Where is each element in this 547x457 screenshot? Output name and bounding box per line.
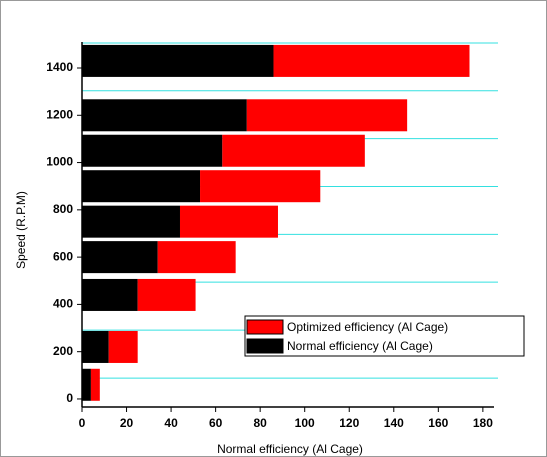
x-tick-label: 100: [295, 416, 315, 430]
x-tick-label: 120: [339, 416, 359, 430]
y-tick-label: 800: [53, 202, 73, 216]
bar-segment: [200, 170, 321, 203]
x-tick-label: 40: [164, 416, 178, 430]
y-tick-label: 1200: [46, 107, 73, 121]
bar-segment: [157, 241, 236, 274]
x-tick-label: 140: [384, 416, 404, 430]
legend-label: Optimized efficiency (Al Cage): [287, 320, 448, 334]
bar-segment: [82, 134, 223, 167]
x-tick-label: 180: [473, 416, 493, 430]
x-axis-label: Normal efficiency (Al Cage): [217, 442, 363, 456]
x-tick-label: 80: [253, 416, 267, 430]
bar-segment: [90, 368, 100, 401]
y-tick-label: 1000: [46, 155, 73, 169]
bar-segment: [82, 241, 158, 274]
y-axis-label: Speed (R.P.M): [14, 191, 28, 269]
bar-segment: [108, 330, 138, 363]
bar-segment: [82, 330, 109, 363]
bar-segment: [82, 205, 180, 238]
bar-segment: [82, 170, 201, 203]
x-tick-label: 60: [209, 416, 223, 430]
bar-segment: [82, 278, 138, 311]
bar-segment: [222, 134, 365, 167]
legend-swatch: [246, 319, 284, 335]
bar-segment: [82, 99, 247, 132]
y-tick-label: 0: [66, 391, 73, 405]
legend-label: Normal efficiency (Al Cage): [287, 339, 433, 353]
legend-box: [244, 315, 525, 357]
y-tick-label: 400: [53, 297, 73, 311]
y-tick-label: 200: [53, 344, 73, 358]
x-tick-label: 160: [428, 416, 448, 430]
bar-segment: [82, 44, 274, 77]
bar-segment: [137, 278, 196, 311]
bar-segment: [82, 368, 91, 401]
x-tick-label: 20: [120, 416, 134, 430]
legend-swatch: [246, 338, 284, 354]
x-tick-label: 0: [79, 416, 86, 430]
y-tick-label: 600: [53, 249, 73, 263]
bar-segment: [273, 44, 470, 77]
bar-segment: [246, 99, 408, 132]
y-tick-label: 1400: [46, 60, 73, 74]
bar-segment: [179, 205, 278, 238]
